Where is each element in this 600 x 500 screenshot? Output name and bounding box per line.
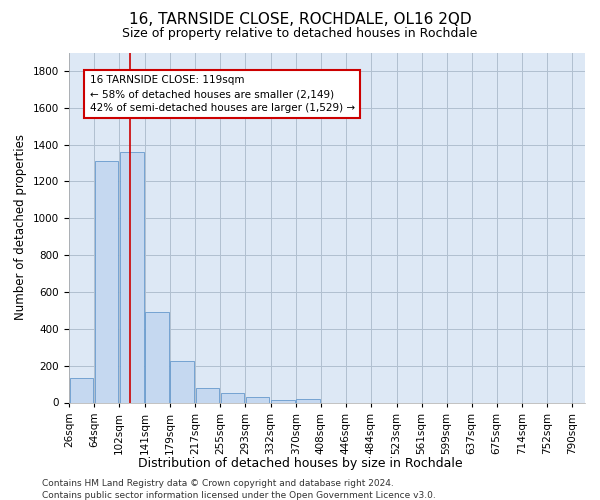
Bar — [70, 378, 94, 402]
Text: 16, TARNSIDE CLOSE, ROCHDALE, OL16 2QD: 16, TARNSIDE CLOSE, ROCHDALE, OL16 2QD — [128, 12, 472, 28]
Bar — [196, 388, 219, 402]
Text: Size of property relative to detached houses in Rochdale: Size of property relative to detached ho… — [122, 28, 478, 40]
Bar — [170, 361, 194, 403]
Bar — [145, 312, 169, 402]
Bar — [221, 394, 244, 402]
Bar — [296, 399, 320, 402]
Y-axis label: Number of detached properties: Number of detached properties — [14, 134, 28, 320]
Bar — [245, 398, 269, 402]
Bar — [120, 152, 144, 403]
Bar — [271, 400, 295, 402]
Text: Contains public sector information licensed under the Open Government Licence v3: Contains public sector information licen… — [42, 491, 436, 500]
Text: 16 TARNSIDE CLOSE: 119sqm
← 58% of detached houses are smaller (2,149)
42% of se: 16 TARNSIDE CLOSE: 119sqm ← 58% of detac… — [89, 75, 355, 114]
Bar — [95, 161, 118, 402]
Text: Distribution of detached houses by size in Rochdale: Distribution of detached houses by size … — [137, 458, 463, 470]
Text: Contains HM Land Registry data © Crown copyright and database right 2024.: Contains HM Land Registry data © Crown c… — [42, 479, 394, 488]
